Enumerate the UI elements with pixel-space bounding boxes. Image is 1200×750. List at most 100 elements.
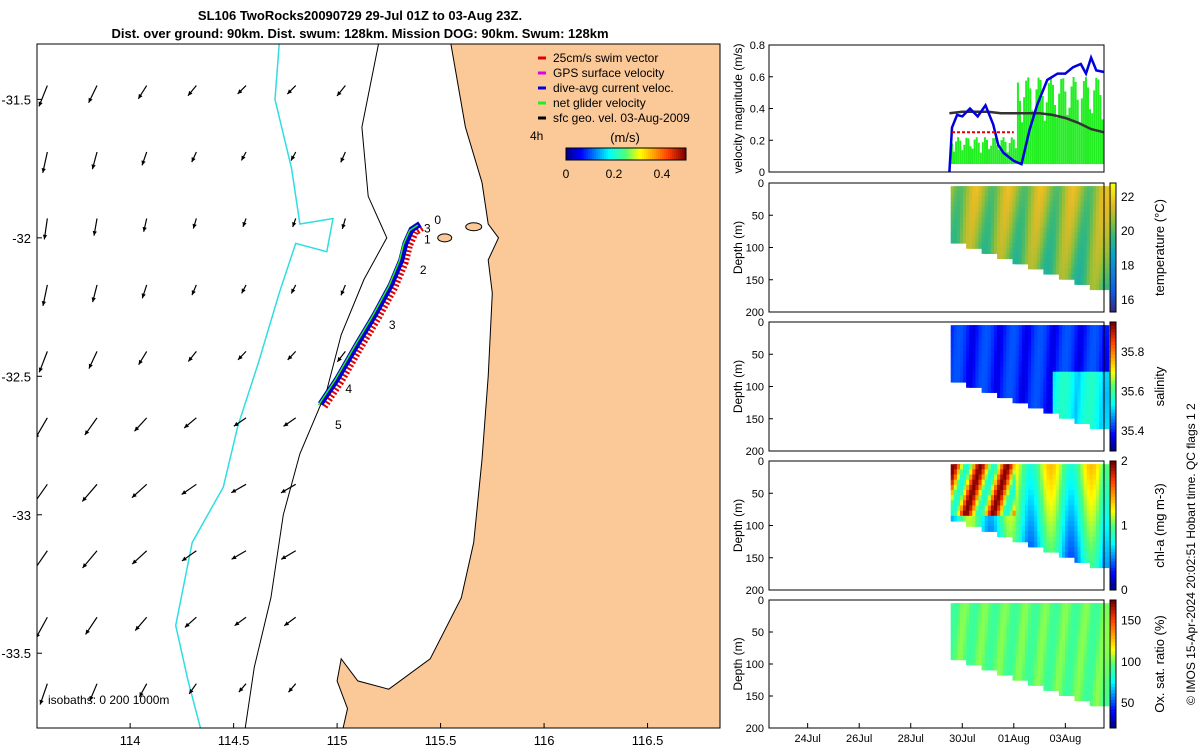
colorbar-cell bbox=[614, 148, 617, 160]
section-cell bbox=[1102, 469, 1110, 476]
section-cell bbox=[1102, 196, 1110, 203]
section-colorbar-label: chl-a (mg m-3) bbox=[1152, 483, 1167, 568]
section-colorbar-cell bbox=[1110, 266, 1116, 271]
velocity-arrowhead bbox=[281, 555, 287, 560]
map-xtick-label: 114.5 bbox=[218, 733, 250, 748]
section-colorbar-cell bbox=[1110, 292, 1116, 297]
velocity-arrowhead bbox=[41, 300, 47, 306]
section-colorbar-cell bbox=[1110, 544, 1116, 549]
section-cell bbox=[1102, 557, 1110, 563]
section-cell bbox=[1102, 268, 1110, 275]
section-colorbar-frame bbox=[1109, 599, 1117, 729]
section-colorbar-cell bbox=[1110, 583, 1116, 588]
section-cell bbox=[1102, 371, 1110, 378]
section-colorbar-cell bbox=[1110, 338, 1116, 342]
section-cell bbox=[1102, 258, 1110, 265]
velocity-arrowhead bbox=[88, 363, 93, 369]
section-colorbar-cell bbox=[1110, 461, 1116, 465]
time-xtick-label: 30Jul bbox=[949, 733, 975, 745]
section-colorbar-cell bbox=[1110, 447, 1116, 452]
section-cell bbox=[1102, 490, 1110, 496]
section-colorbar-cell bbox=[1110, 357, 1116, 362]
section-colorbar-tick-label: 20 bbox=[1121, 224, 1135, 238]
section-colorbar-cell bbox=[1110, 386, 1116, 391]
colorbar-cell bbox=[566, 148, 569, 160]
map-frame bbox=[36, 43, 721, 729]
colorbar-cell bbox=[646, 148, 649, 160]
section-cell bbox=[1102, 212, 1110, 218]
section-ytick-label: 150 bbox=[746, 414, 764, 426]
section-colorbar-cell bbox=[1110, 670, 1116, 675]
velocity-arrowhead bbox=[287, 355, 293, 360]
section-colorbar-cell bbox=[1110, 257, 1116, 261]
colorbar-cell bbox=[596, 148, 599, 160]
time-xtick-label: 03Aug bbox=[1049, 733, 1081, 745]
section-cell bbox=[1102, 397, 1110, 404]
section-colorbar-cell bbox=[1110, 250, 1116, 255]
section-colorbar-label: salinity bbox=[1152, 366, 1167, 406]
section-colorbar-cell bbox=[1110, 692, 1116, 697]
section-colorbar-cell bbox=[1110, 273, 1116, 278]
section-ytick-label: 200 bbox=[746, 585, 764, 597]
section-colorbar-cell bbox=[1110, 609, 1116, 614]
section-cell bbox=[1102, 484, 1110, 491]
velocity-arrowhead bbox=[231, 488, 237, 493]
section-cell bbox=[1102, 253, 1110, 260]
velocity-arrowhead bbox=[283, 422, 289, 427]
section-colorbar-cell bbox=[1110, 354, 1116, 358]
section-cell bbox=[1102, 700, 1110, 707]
section-colorbar-cell bbox=[1110, 431, 1116, 436]
day-marker: 3 bbox=[424, 221, 431, 235]
map-xtick-label: 115 bbox=[327, 733, 348, 748]
section-colorbar-cell bbox=[1110, 586, 1116, 591]
velocity-arrowhead bbox=[82, 496, 87, 502]
velocity-arrowhead bbox=[340, 290, 345, 296]
section-ytick-label: 150 bbox=[746, 691, 764, 703]
section-ytick-label: 200 bbox=[746, 446, 764, 458]
colorbar-cell bbox=[634, 148, 637, 160]
section-colorbar-cell bbox=[1110, 724, 1116, 729]
map-colorbar bbox=[565, 147, 687, 161]
colorbar-frame bbox=[565, 147, 687, 161]
section-colorbar-cell bbox=[1110, 718, 1116, 723]
section-cell bbox=[1102, 546, 1110, 553]
velocity-arrowhead bbox=[33, 500, 37, 505]
section-colorbar-cell bbox=[1110, 260, 1116, 265]
swim-vectors bbox=[319, 222, 426, 409]
velocity-arrowhead bbox=[141, 293, 146, 299]
section-colorbar-tick-label: 1 bbox=[1121, 519, 1128, 533]
section-colorbar-cell bbox=[1110, 483, 1116, 488]
section-colorbar-cell bbox=[1110, 231, 1116, 236]
section-colorbar-cell bbox=[1110, 548, 1116, 552]
velocity-arrowhead bbox=[234, 621, 240, 626]
section-cell bbox=[1102, 382, 1110, 388]
velocity-arrowhead bbox=[336, 91, 342, 96]
velocity-arrowhead bbox=[84, 430, 90, 436]
colorbar-cell bbox=[652, 148, 655, 160]
section-colorbar-tick-label: 35.4 bbox=[1121, 424, 1145, 438]
colorbar-cell bbox=[636, 148, 639, 160]
section-colorbar-label: Ox. sat. ratio (%) bbox=[1152, 615, 1167, 713]
velocity-arrowhead bbox=[37, 434, 40, 438]
section-colorbar-cell bbox=[1110, 421, 1116, 426]
section-cell bbox=[1102, 330, 1110, 337]
section-cell bbox=[1102, 664, 1110, 671]
velocity-series-line bbox=[949, 110, 1105, 134]
section-cell bbox=[1102, 505, 1110, 512]
section-colorbar-cell bbox=[1110, 557, 1116, 562]
colorbar-cell bbox=[672, 148, 675, 160]
colorbar-cell bbox=[632, 148, 635, 160]
section-colorbar-cell bbox=[1110, 689, 1116, 694]
section-colorbar-cell bbox=[1110, 686, 1116, 691]
velocity-ytick-label: 0.6 bbox=[750, 72, 765, 84]
section-colorbar-cell bbox=[1110, 205, 1116, 210]
velocity-arrowhead bbox=[340, 157, 345, 163]
colorbar-cell bbox=[570, 148, 573, 160]
section-cell bbox=[1102, 217, 1110, 223]
day-marker: 2 bbox=[420, 263, 427, 277]
section-ytick-label: 200 bbox=[746, 723, 764, 735]
velocity-arrowhead bbox=[134, 426, 140, 432]
section-cell bbox=[1102, 536, 1110, 543]
colorbar-cell bbox=[606, 148, 609, 160]
